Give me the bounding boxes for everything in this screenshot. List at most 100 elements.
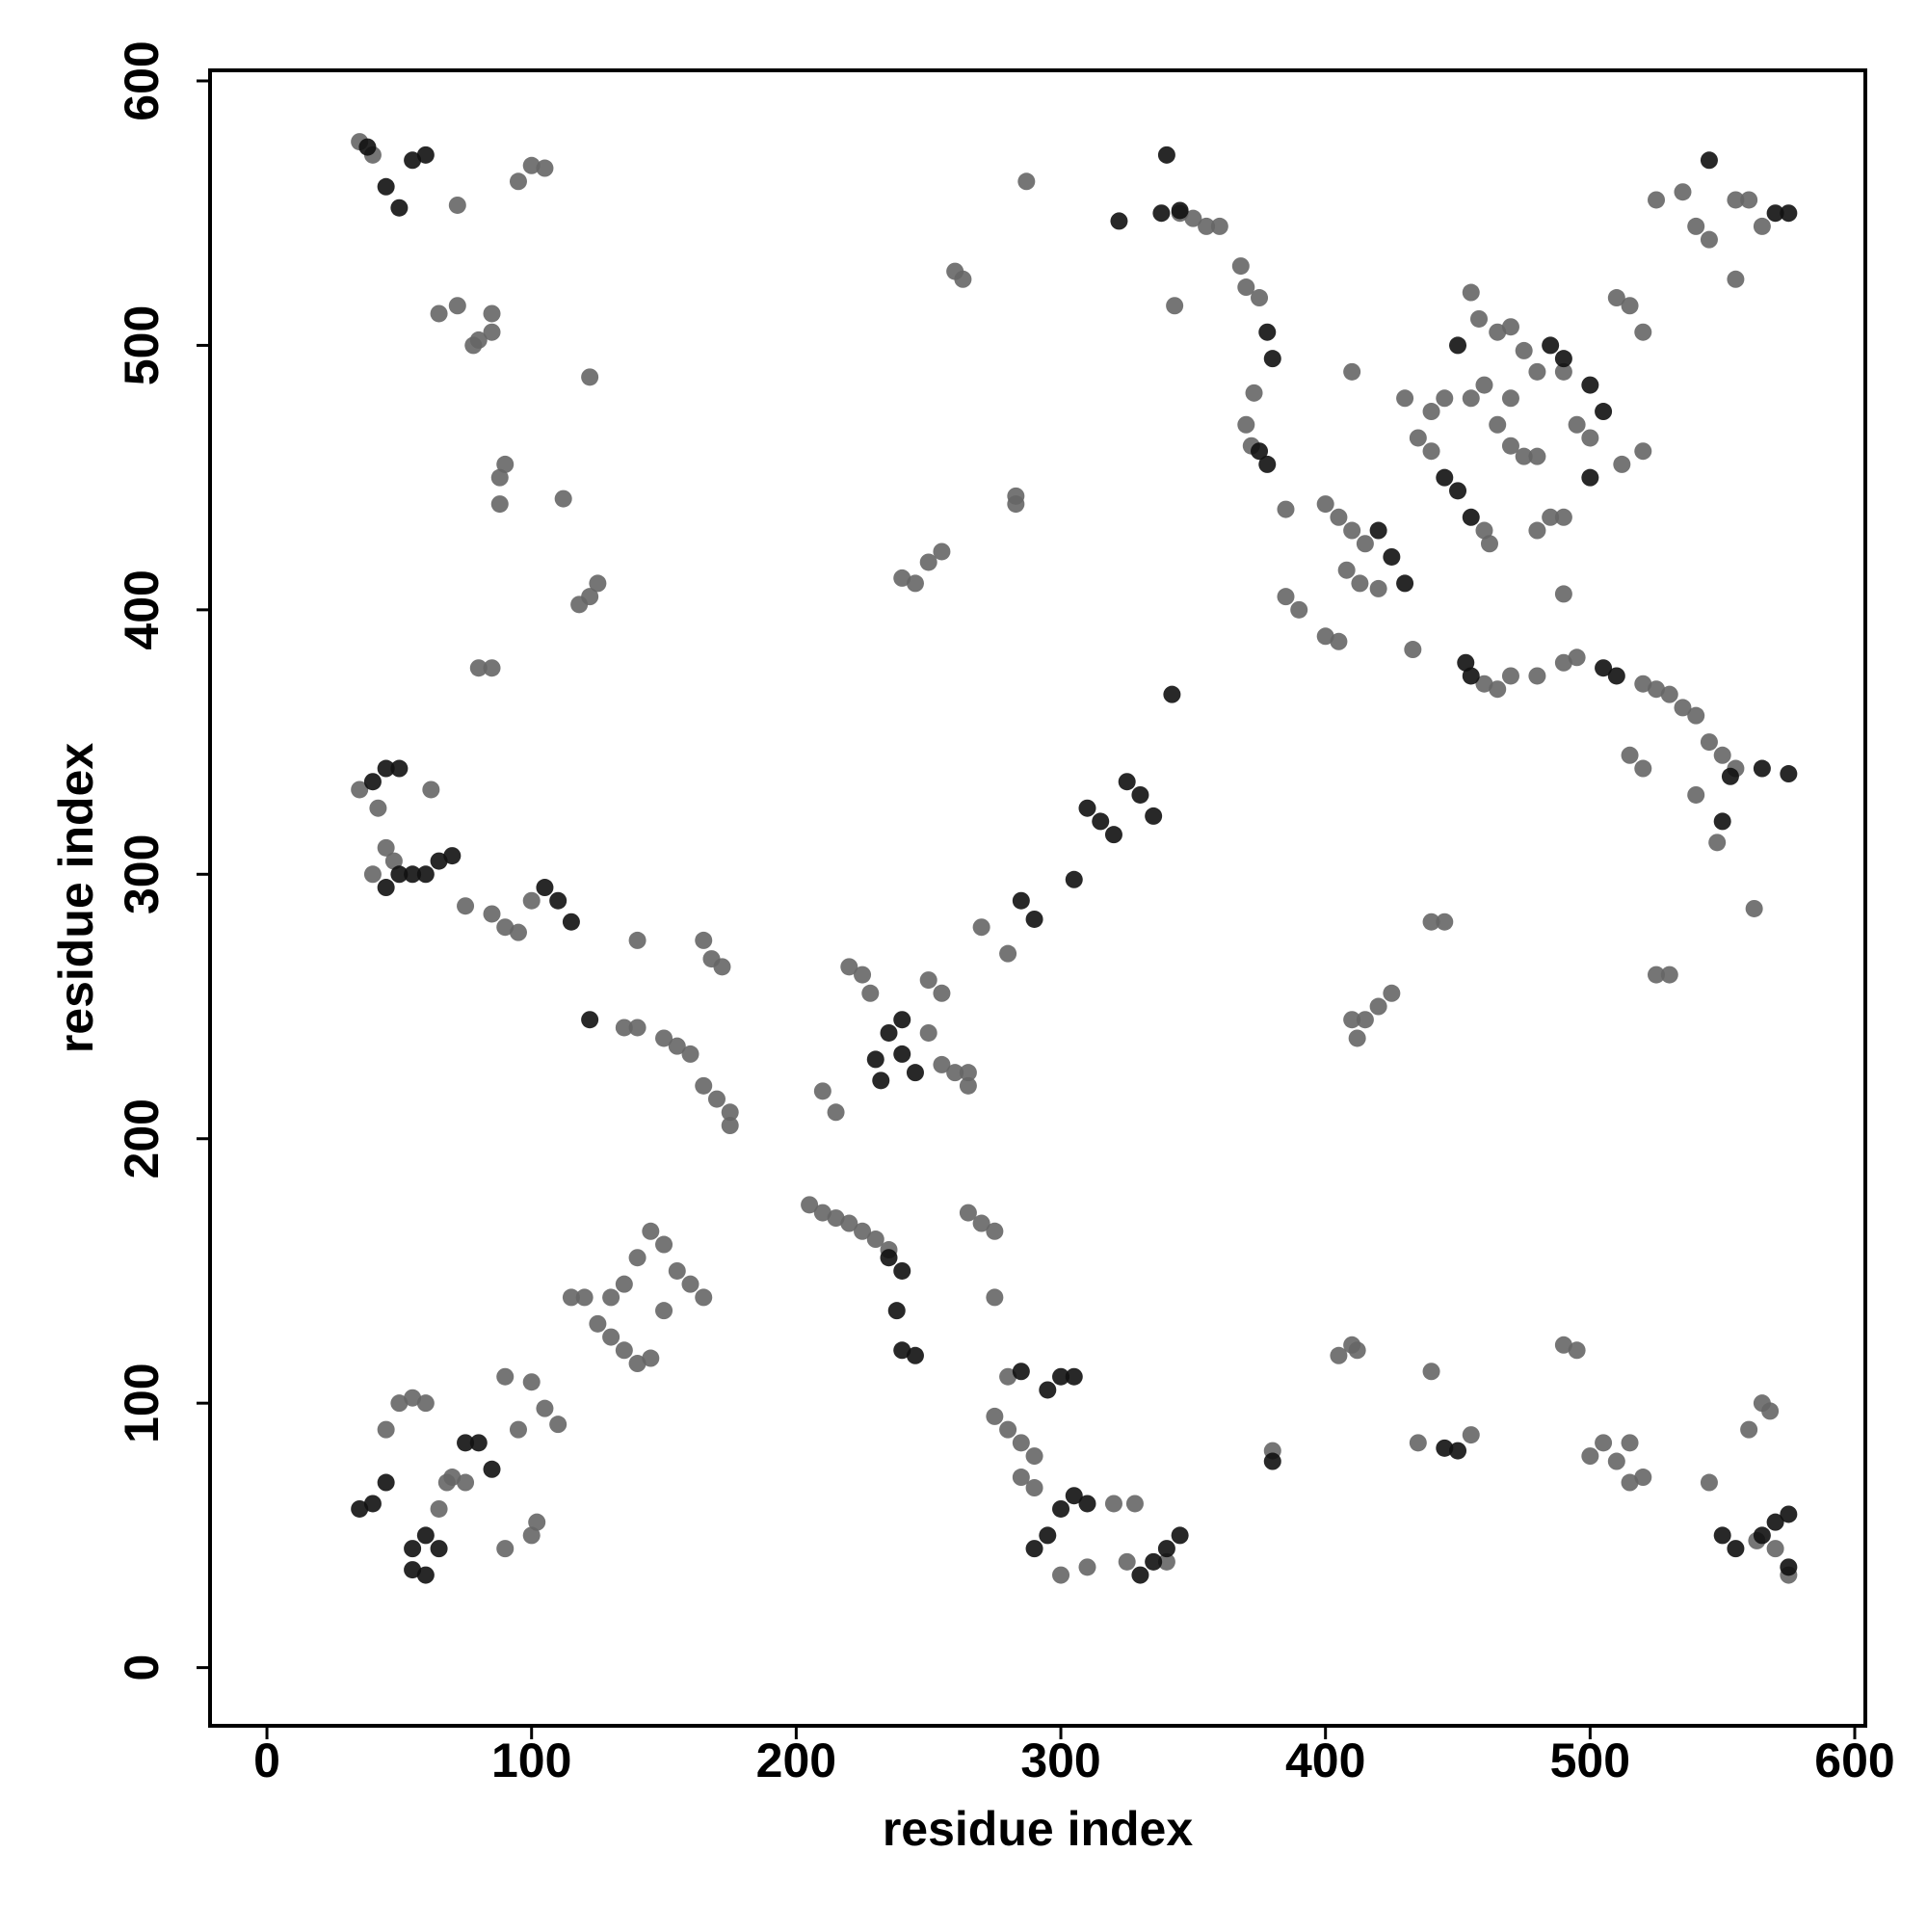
point — [695, 931, 713, 949]
point — [1422, 913, 1440, 931]
point — [1501, 667, 1519, 685]
point — [1607, 667, 1625, 685]
point — [522, 891, 541, 910]
point — [1163, 685, 1181, 703]
point — [1581, 468, 1599, 487]
point — [496, 1540, 515, 1558]
point — [1171, 201, 1189, 220]
point — [1118, 1552, 1136, 1571]
point — [1258, 455, 1277, 473]
point — [854, 966, 872, 984]
point — [668, 1037, 686, 1055]
point — [1700, 151, 1718, 170]
point — [872, 1072, 890, 1090]
point — [866, 1050, 884, 1069]
point — [1501, 437, 1519, 455]
point — [1554, 362, 1572, 381]
point — [1687, 706, 1705, 725]
point — [893, 569, 911, 587]
point — [887, 1302, 906, 1320]
point — [1528, 447, 1546, 465]
point — [575, 1288, 594, 1307]
point — [404, 151, 422, 170]
point — [443, 847, 462, 865]
point — [1330, 632, 1348, 650]
x-tick-label: 500 — [1550, 1734, 1630, 1787]
point — [416, 1526, 435, 1545]
point — [1145, 807, 1163, 825]
point — [509, 923, 527, 941]
point — [1012, 1363, 1030, 1381]
point — [377, 177, 395, 196]
point — [377, 879, 395, 897]
point — [416, 146, 435, 164]
point — [457, 1473, 475, 1492]
point — [404, 865, 422, 884]
point — [1436, 389, 1454, 408]
point — [1152, 204, 1171, 223]
point — [457, 897, 475, 915]
point — [1674, 699, 1692, 717]
point — [1052, 1499, 1070, 1518]
point — [1501, 318, 1519, 336]
point — [384, 852, 403, 870]
x-tick-label: 200 — [756, 1734, 836, 1787]
point — [919, 1023, 937, 1042]
point — [1648, 966, 1666, 984]
point — [1595, 659, 1613, 677]
point — [404, 1561, 422, 1579]
point — [1708, 834, 1727, 852]
point — [448, 196, 466, 214]
point — [1422, 1363, 1440, 1381]
point — [1125, 1495, 1144, 1513]
point — [628, 1249, 647, 1267]
point — [1727, 270, 1745, 288]
point — [377, 1420, 395, 1439]
point — [422, 781, 440, 799]
point — [1766, 1513, 1784, 1531]
point — [1621, 297, 1639, 315]
point — [1231, 257, 1250, 276]
point — [1740, 1420, 1758, 1439]
point — [1613, 455, 1631, 473]
point — [554, 490, 572, 508]
point — [827, 1103, 845, 1122]
point — [1700, 1473, 1718, 1492]
point — [469, 1434, 488, 1452]
point — [1554, 585, 1572, 603]
point — [1568, 415, 1586, 434]
point — [416, 1394, 435, 1413]
point — [1634, 1469, 1652, 1487]
point — [1017, 172, 1036, 191]
point — [589, 1314, 607, 1333]
point — [893, 1011, 911, 1029]
point — [1462, 283, 1480, 302]
point — [490, 495, 509, 514]
point — [1383, 547, 1401, 566]
point — [1039, 1526, 1057, 1545]
point — [1713, 812, 1731, 831]
point — [1025, 1447, 1043, 1466]
point — [1700, 230, 1718, 249]
point — [1713, 1526, 1731, 1545]
point — [854, 1222, 872, 1240]
point — [1078, 799, 1096, 817]
point — [1337, 561, 1356, 579]
point — [919, 553, 937, 571]
point — [986, 1288, 1004, 1307]
point — [416, 865, 435, 884]
point — [1198, 217, 1216, 235]
point — [1409, 1434, 1427, 1452]
point — [390, 1394, 409, 1413]
point — [972, 1214, 990, 1232]
point — [1052, 1367, 1070, 1386]
point — [628, 931, 647, 949]
point — [522, 156, 541, 174]
point — [1753, 759, 1771, 778]
point — [351, 781, 369, 799]
point — [602, 1288, 620, 1307]
point — [496, 455, 515, 473]
point — [695, 1076, 713, 1095]
point — [1065, 870, 1083, 888]
point — [813, 1204, 832, 1222]
